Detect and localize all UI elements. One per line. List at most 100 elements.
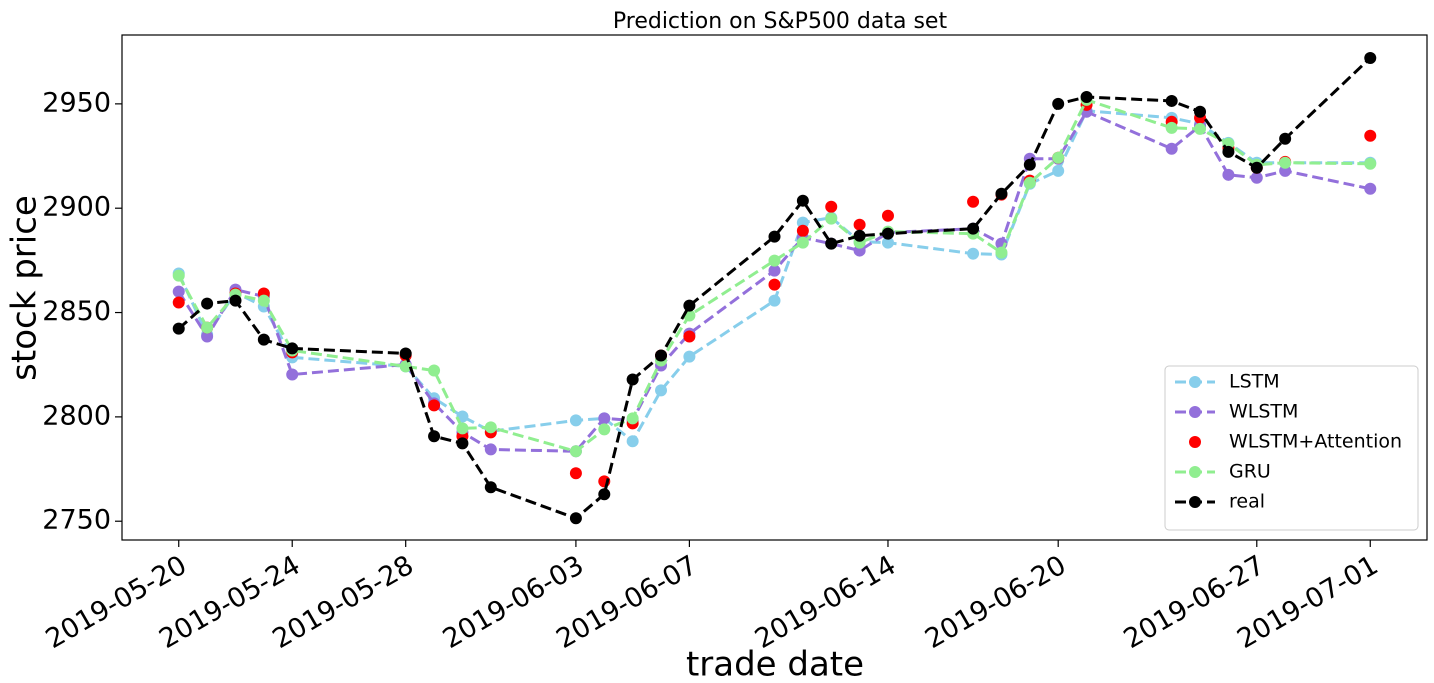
y-tick-label: 2750 xyxy=(42,505,111,536)
legend-marker xyxy=(1189,496,1201,508)
data-point xyxy=(286,368,299,381)
x-tick-label: 2019-06-20 xyxy=(920,550,1071,655)
data-point xyxy=(626,373,639,386)
legend-label: WLSTM xyxy=(1229,401,1298,423)
data-point xyxy=(456,422,469,435)
data-point xyxy=(881,236,894,249)
data-point xyxy=(399,360,412,373)
data-point xyxy=(683,299,696,312)
series-line xyxy=(177,56,1372,521)
y-tick-label: 2800 xyxy=(42,400,111,431)
data-point xyxy=(796,236,809,249)
data-point xyxy=(428,399,441,412)
data-point xyxy=(569,414,582,427)
data-point xyxy=(172,285,185,298)
data-point xyxy=(1023,176,1036,189)
data-point xyxy=(626,435,639,448)
data-point xyxy=(1222,168,1235,181)
data-point xyxy=(995,246,1008,259)
series-line xyxy=(177,109,1371,453)
data-point xyxy=(1194,105,1207,118)
data-point xyxy=(598,488,611,501)
data-point xyxy=(257,333,270,346)
data-point xyxy=(853,218,866,231)
data-point xyxy=(484,481,497,494)
data-point xyxy=(1364,129,1377,142)
data-point xyxy=(569,512,582,525)
data-point xyxy=(768,278,781,291)
legend-marker xyxy=(1189,466,1201,478)
data-point xyxy=(1080,90,1093,103)
data-point xyxy=(825,237,838,250)
data-point xyxy=(655,384,668,397)
data-point xyxy=(428,430,441,443)
data-point xyxy=(1364,157,1377,170)
data-point xyxy=(1279,132,1292,145)
x-tick-label: 2019-06-14 xyxy=(750,550,901,655)
data-point xyxy=(1165,142,1178,155)
data-point xyxy=(569,445,582,458)
chart-title: Prediction on S&P500 data set xyxy=(613,9,948,34)
plot-frame xyxy=(121,34,1428,541)
data-point xyxy=(1165,94,1178,107)
data-point xyxy=(1364,182,1377,195)
data-point xyxy=(881,209,894,222)
legend-label: WLSTM+Attention xyxy=(1229,431,1402,453)
data-point xyxy=(229,294,242,307)
data-point xyxy=(201,330,214,343)
data-point xyxy=(484,421,497,434)
data-point xyxy=(768,254,781,267)
data-point xyxy=(853,229,866,242)
data-point xyxy=(428,364,441,377)
data-point xyxy=(626,412,639,425)
data-point xyxy=(569,467,582,480)
data-point xyxy=(1052,164,1065,177)
data-point xyxy=(172,322,185,335)
data-point xyxy=(655,349,668,362)
y-axis-label: stock price xyxy=(5,195,45,381)
data-point xyxy=(257,294,270,307)
data-point xyxy=(1279,156,1292,169)
data-point xyxy=(683,350,696,363)
data-point xyxy=(825,212,838,225)
data-point xyxy=(201,297,214,310)
legend-marker xyxy=(1189,376,1201,388)
legend-label: LSTM xyxy=(1229,371,1280,393)
legend-marker xyxy=(1189,436,1201,448)
legend-label: GRU xyxy=(1229,461,1271,483)
data-point xyxy=(768,230,781,243)
data-point xyxy=(796,224,809,237)
legend-box xyxy=(1164,365,1419,531)
data-point xyxy=(768,264,781,277)
legend-marker xyxy=(1189,406,1201,418)
data-point xyxy=(1222,145,1235,158)
data-point xyxy=(796,194,809,207)
data-point xyxy=(456,437,469,450)
data-point xyxy=(598,412,611,425)
data-point xyxy=(1052,151,1065,164)
data-point xyxy=(172,296,185,309)
data-point xyxy=(399,347,412,360)
series-line xyxy=(177,109,1371,444)
data-point xyxy=(995,187,1008,200)
data-point xyxy=(172,269,185,282)
data-point xyxy=(484,443,497,456)
data-point xyxy=(881,227,894,240)
data-point xyxy=(1052,97,1065,110)
data-point xyxy=(967,247,980,260)
data-point xyxy=(825,200,838,213)
data-point xyxy=(683,330,696,343)
data-point xyxy=(1250,161,1263,174)
data-point xyxy=(1364,51,1377,64)
legend-label: real xyxy=(1229,491,1265,513)
data-point xyxy=(1250,171,1263,184)
data-point xyxy=(1023,158,1036,171)
y-tick-label: 2950 xyxy=(42,87,111,118)
data-point xyxy=(1194,122,1207,135)
data-point xyxy=(286,342,299,355)
data-point xyxy=(598,423,611,436)
x-axis-label: trade date xyxy=(686,645,864,683)
y-tick-label: 2900 xyxy=(42,192,111,223)
y-tick-label: 2850 xyxy=(42,296,111,327)
